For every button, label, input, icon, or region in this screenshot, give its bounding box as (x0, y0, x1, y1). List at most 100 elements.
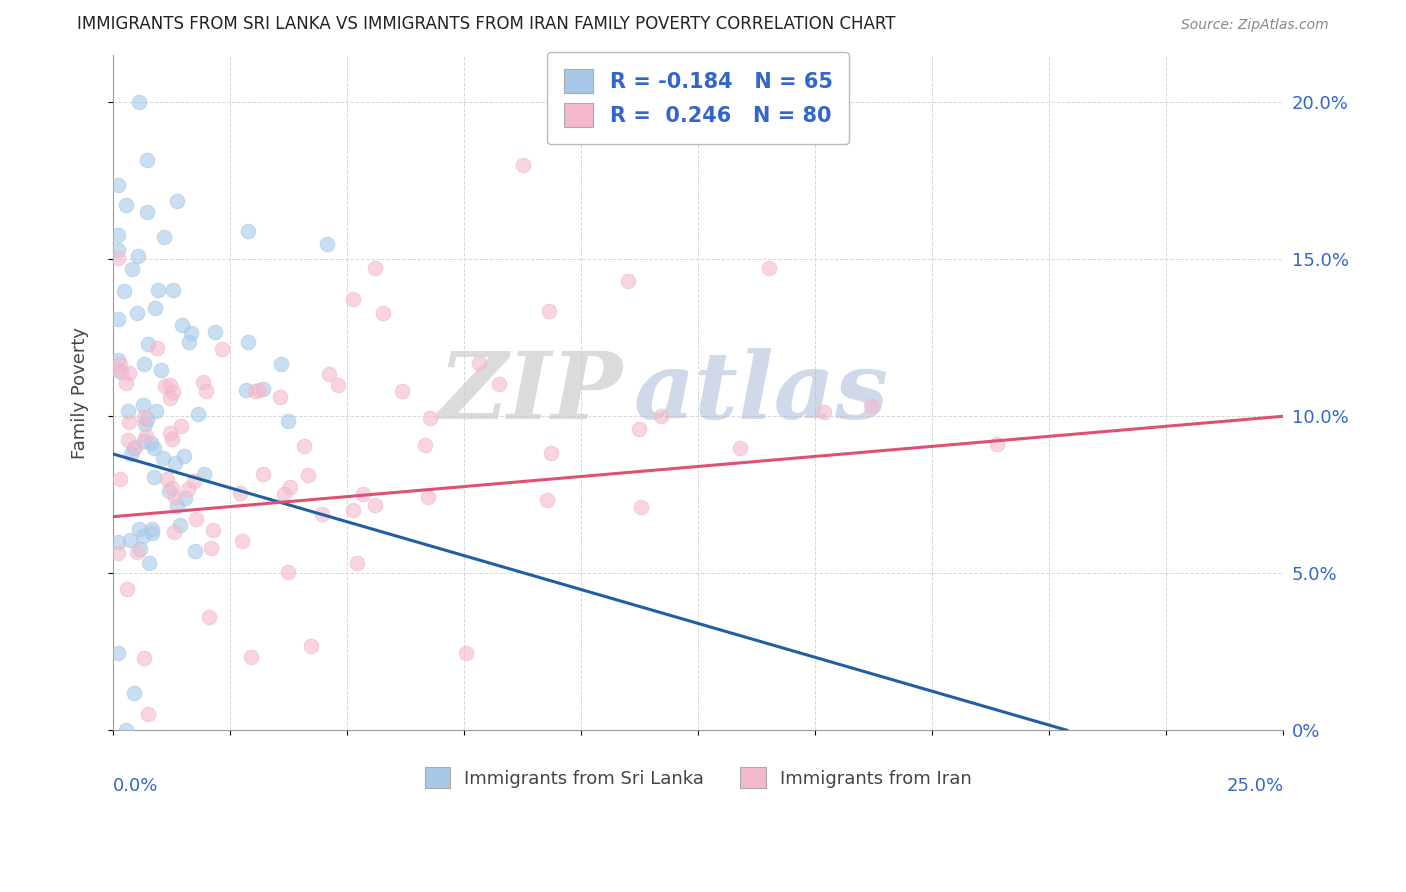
Point (132, 434, 155, 448)
Point (107, 353, 129, 368)
Point (187, 407, 209, 421)
Point (236, 335, 259, 350)
Point (204, 325, 226, 339)
Point (165, 491, 187, 505)
Point (159, 426, 181, 441)
Point (107, 646, 129, 660)
Point (136, 336, 159, 351)
Point (162, 283, 184, 297)
Point (986, 437, 1008, 451)
Point (183, 474, 205, 488)
Point (537, 304, 560, 318)
Y-axis label: Family Poverty: Family Poverty (72, 326, 89, 458)
Point (136, 707, 159, 722)
Point (454, 646, 477, 660)
Point (118, 415, 141, 429)
Point (512, 158, 534, 172)
Point (371, 306, 394, 320)
Point (160, 432, 183, 446)
Legend: Immigrants from Sri Lanka, Immigrants from Iran: Immigrants from Sri Lanka, Immigrants fr… (418, 760, 979, 796)
Point (169, 517, 191, 532)
Point (235, 383, 257, 397)
Point (342, 292, 364, 306)
Point (364, 261, 387, 276)
Point (138, 557, 160, 571)
Point (468, 356, 491, 370)
Point (540, 446, 562, 460)
Point (292, 440, 315, 454)
Point (153, 378, 176, 392)
Point (342, 503, 364, 517)
Point (143, 442, 166, 456)
Point (122, 686, 145, 700)
Point (299, 639, 322, 653)
Point (136, 412, 159, 426)
Point (243, 384, 266, 398)
Point (141, 522, 163, 536)
Point (252, 382, 274, 396)
Point (326, 377, 349, 392)
Point (135, 153, 157, 167)
Point (628, 422, 651, 436)
Point (145, 404, 167, 418)
Point (132, 410, 155, 425)
Point (112, 285, 135, 299)
Point (160, 481, 183, 495)
Point (297, 468, 319, 483)
Point (108, 357, 131, 371)
Point (630, 500, 652, 515)
Point (239, 650, 262, 665)
Point (156, 472, 179, 486)
Text: 0.0%: 0.0% (112, 778, 159, 796)
Point (135, 204, 157, 219)
Point (141, 525, 163, 540)
Point (128, 95, 150, 110)
Point (157, 483, 180, 498)
Point (174, 491, 197, 505)
Point (146, 341, 169, 355)
Point (202, 523, 225, 537)
Point (121, 262, 143, 277)
Point (650, 409, 672, 423)
Point (114, 198, 136, 212)
Point (132, 529, 155, 543)
Point (159, 377, 181, 392)
Point (859, 399, 882, 413)
Point (416, 490, 439, 504)
Point (236, 224, 259, 238)
Point (115, 723, 138, 738)
Point (197, 610, 219, 624)
Point (117, 404, 139, 418)
Text: Source: ZipAtlas.com: Source: ZipAtlas.com (1181, 19, 1329, 32)
Point (124, 441, 146, 455)
Text: 25.0%: 25.0% (1226, 778, 1284, 796)
Point (191, 375, 214, 389)
Point (419, 410, 441, 425)
Point (184, 544, 207, 558)
Point (200, 541, 222, 555)
Point (311, 507, 333, 521)
Point (107, 178, 129, 193)
Point (117, 434, 139, 448)
Point (176, 482, 198, 496)
Point (107, 243, 129, 257)
Point (252, 467, 274, 481)
Point (135, 429, 157, 443)
Point (229, 486, 252, 500)
Point (120, 447, 142, 461)
Point (143, 301, 166, 315)
Point (277, 414, 299, 428)
Point (107, 227, 129, 242)
Point (269, 390, 291, 404)
Point (110, 472, 132, 486)
Point (107, 362, 129, 376)
Point (128, 541, 150, 556)
Point (143, 470, 166, 484)
Point (346, 556, 368, 570)
Point (172, 318, 194, 332)
Point (162, 384, 184, 399)
Text: ZIP: ZIP (437, 348, 621, 438)
Point (166, 499, 188, 513)
Point (364, 499, 387, 513)
Text: IMMIGRANTS FROM SRI LANKA VS IMMIGRANTS FROM IRAN FAMILY POVERTY CORRELATION CHA: IMMIGRANTS FROM SRI LANKA VS IMMIGRANTS … (77, 15, 896, 33)
